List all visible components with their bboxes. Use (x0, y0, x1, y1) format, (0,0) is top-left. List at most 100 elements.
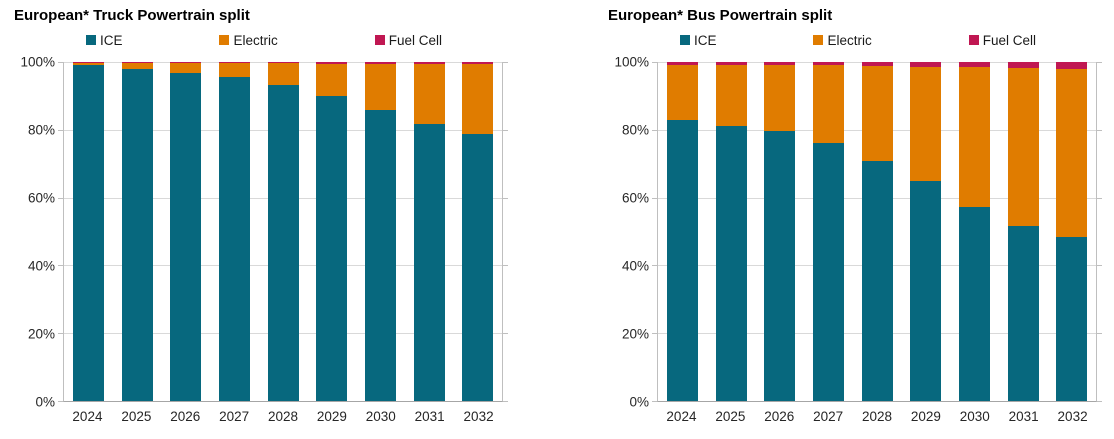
segment-electric (958, 67, 990, 208)
segment-ice (910, 180, 942, 401)
x-tick-label: 2026 (764, 409, 795, 424)
bar-2030 (958, 62, 990, 401)
axis-tick (1097, 401, 1102, 402)
x-tick-label: 2032 (463, 409, 494, 424)
bar-2030 (364, 62, 396, 401)
bar-slot (356, 62, 405, 401)
chart-title: European* Truck Powertrain split (14, 7, 250, 24)
segment-fuel-cell (1007, 62, 1039, 69)
legend-swatch-icon (813, 35, 824, 45)
segment-fuel-cell (413, 62, 445, 64)
segment-fuel-cell (812, 62, 844, 66)
segment-ice (72, 65, 104, 401)
legend-item-fuel-cell: Fuel Cell (374, 32, 442, 48)
x-tick-label: 2024 (72, 409, 103, 424)
segment-fuel-cell (861, 62, 893, 67)
plot-area (652, 62, 1102, 402)
segment-electric (910, 66, 942, 181)
y-tick-label: 0% (35, 394, 55, 410)
segment-ice (267, 85, 299, 401)
y-tick-label: 40% (27, 258, 55, 274)
bars (64, 62, 502, 401)
axis-tick (652, 265, 657, 267)
bar-slot (161, 62, 210, 401)
legend-label: Electric (827, 32, 872, 48)
segment-ice (218, 77, 250, 401)
plot-row: 0% 20% 40% 60% 80% 100% (602, 55, 1102, 410)
axis-tick (1097, 129, 1102, 131)
x-tick-label: 2030 (365, 409, 396, 424)
y-axis: 0% 20% 40% 60% 80% 100% (8, 55, 63, 410)
legend-item-ice: ICE (86, 32, 123, 48)
bar-2027 (812, 62, 844, 401)
y-tick-label: 0% (629, 394, 649, 410)
segment-ice (812, 142, 844, 401)
segment-ice (1056, 236, 1088, 401)
segment-fuel-cell (72, 62, 104, 64)
segment-fuel-cell (666, 62, 698, 65)
bar-slot (804, 62, 853, 401)
x-axis: 2024 2025 2026 2027 2028 2029 2030 2031 2032 (63, 409, 503, 424)
segment-electric (316, 63, 348, 96)
y-tick-label: 20% (621, 326, 649, 342)
axis-tick (503, 197, 508, 199)
axis-tick (503, 62, 508, 63)
legend-swatch-icon (219, 35, 230, 45)
y-tick-label: 80% (621, 122, 649, 138)
x-axis: 2024 2025 2026 2027 2028 2029 2030 2031 2032 (657, 409, 1097, 424)
segment-fuel-cell (218, 62, 250, 64)
segment-fuel-cell (715, 62, 747, 65)
legend: ICE Electric Fuel Cell (680, 32, 1036, 48)
axis-tick (1097, 197, 1102, 199)
segment-ice (121, 68, 153, 401)
bar-slot (1047, 62, 1096, 401)
x-tick-label: 2031 (414, 409, 445, 424)
bar-slot (405, 62, 454, 401)
bar-2024 (666, 62, 698, 401)
y-tick-label: 20% (27, 326, 55, 342)
bar-2025 (715, 62, 747, 401)
legend-swatch-icon (86, 35, 96, 45)
bars (658, 62, 1096, 401)
x-tick-label: 2027 (219, 409, 250, 424)
legend: ICE Electric Fuel Cell (86, 32, 442, 48)
segment-ice (364, 109, 396, 401)
truck-chart-panel: European* Truck Powertrain split ICE Elec… (8, 6, 508, 424)
bus-chart-panel: European* Bus Powertrain split ICE Electr… (602, 6, 1102, 424)
segment-fuel-cell (364, 62, 396, 64)
y-tick-label: 60% (27, 190, 55, 206)
segment-ice (462, 133, 494, 401)
bar-slot (658, 62, 707, 401)
segment-ice (413, 123, 445, 401)
segment-electric (666, 64, 698, 120)
bar-slot (210, 62, 259, 401)
segment-electric (812, 65, 844, 143)
legend-swatch-icon (680, 35, 690, 45)
segment-electric (267, 63, 299, 86)
segment-ice (715, 125, 747, 401)
x-tick-label: 2025 (121, 409, 152, 424)
bar-slot (259, 62, 308, 401)
legend-swatch-icon (374, 35, 385, 45)
legend-label: Fuel Cell (982, 32, 1036, 48)
x-tick-label: 2029 (910, 409, 941, 424)
chart-title: European* Bus Powertrain split (608, 7, 833, 24)
plot-row: 0% 20% 40% 60% 80% 100% (8, 55, 508, 410)
segment-electric (1007, 68, 1039, 227)
bar-2031 (1007, 62, 1039, 401)
bar-2029 (910, 62, 942, 401)
axis-tick (58, 265, 63, 267)
x-tick-label: 2024 (666, 409, 697, 424)
segment-ice (666, 119, 698, 401)
bar-2024 (72, 62, 104, 401)
segment-fuel-cell (764, 62, 796, 66)
bar-2026 (170, 62, 202, 401)
segment-electric (364, 63, 396, 110)
y-tick-label: 80% (27, 122, 55, 138)
axis-tick (652, 401, 657, 402)
segment-ice (764, 130, 796, 401)
segment-electric (462, 64, 494, 134)
bar-2029 (316, 62, 348, 401)
x-tick-label: 2031 (1008, 409, 1039, 424)
